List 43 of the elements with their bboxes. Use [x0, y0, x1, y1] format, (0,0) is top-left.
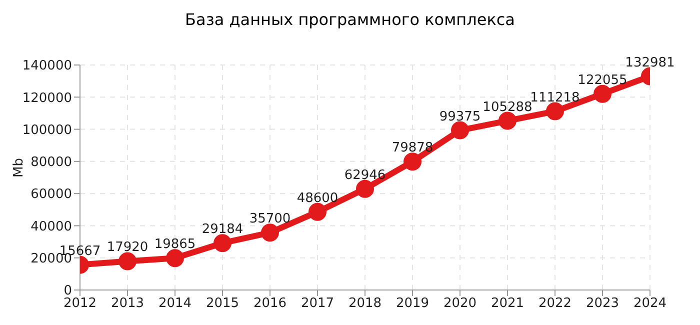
chart-title: База данных программного комплекса	[184, 10, 516, 29]
x-tick-label: 2020	[443, 296, 477, 312]
data-label: 19865	[154, 237, 196, 252]
point	[214, 234, 232, 252]
x-tick-label: 2014	[158, 296, 192, 312]
x-tick-label: 2017	[300, 296, 334, 312]
y-tick-label: 140000	[22, 58, 72, 74]
y-axis-title: Mb	[12, 158, 27, 178]
point	[356, 180, 374, 198]
y-tick-label: 80000	[30, 155, 72, 170]
data-label: 17920	[106, 240, 148, 256]
data-label: 48600	[296, 190, 338, 206]
point	[498, 112, 516, 130]
point	[594, 84, 612, 103]
x-tick-label: 2023	[586, 296, 620, 312]
x-tick-label: 2012	[63, 296, 97, 312]
x-tick-label: 2018	[348, 296, 382, 312]
data-label: 122055	[578, 72, 628, 88]
x-tick-label: 2013	[110, 296, 144, 312]
data-label: 111218	[530, 90, 580, 106]
data-label: 35700	[249, 212, 291, 227]
data-label: 29184	[202, 222, 244, 238]
x-tick-label: 2024	[633, 296, 667, 312]
point	[166, 249, 184, 268]
data-label: 105288	[482, 100, 532, 115]
x-tick-label: 2015	[206, 296, 240, 312]
point	[118, 252, 136, 270]
data-label: 132981	[625, 55, 675, 70]
point	[546, 102, 564, 120]
y-tick-label: 60000	[30, 187, 72, 202]
y-tick-label: 100000	[22, 122, 72, 138]
point	[451, 121, 469, 140]
x-tick-label: 2022	[538, 296, 572, 312]
x-tick-label: 2021	[490, 296, 524, 312]
data-label: 99375	[439, 109, 481, 124]
point	[404, 152, 422, 171]
y-tick-label: 120000	[22, 90, 72, 106]
y-tick-label: 40000	[30, 219, 72, 234]
point	[261, 224, 279, 242]
x-tick-label: 2019	[396, 296, 430, 312]
data-label: 62946	[344, 168, 386, 183]
point	[308, 202, 326, 221]
x-tick-label: 2016	[253, 296, 287, 312]
